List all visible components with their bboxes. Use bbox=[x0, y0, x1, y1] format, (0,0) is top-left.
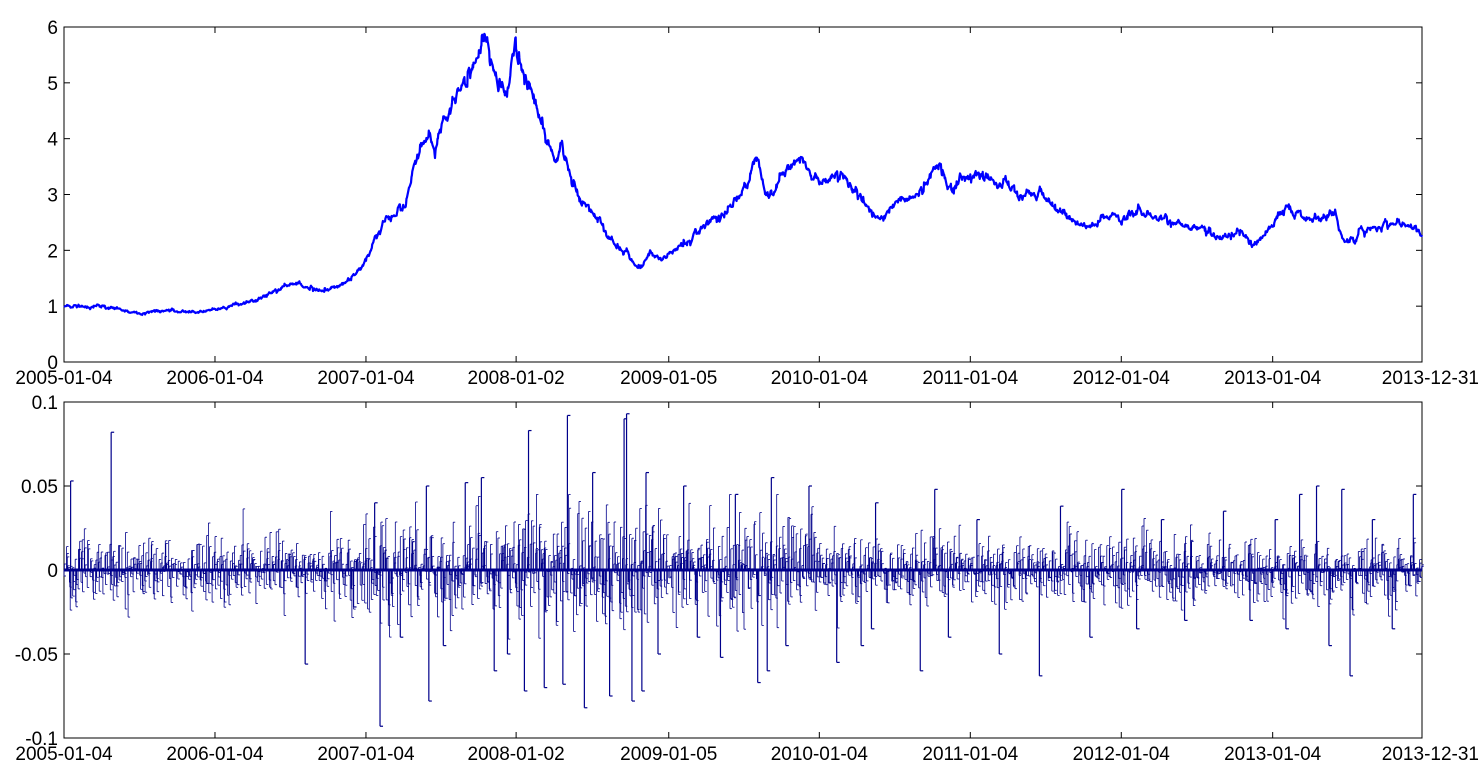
x-tick-label: 2007-01-04 bbox=[317, 368, 415, 389]
axes-box bbox=[63, 26, 1423, 363]
x-tick-label: 2005-01-04 bbox=[15, 744, 113, 765]
y-tick-label: 0 bbox=[47, 561, 58, 582]
x-tick-label: 2013-12-31 bbox=[1382, 744, 1479, 765]
x-tick-label: 2009-01-05 bbox=[620, 744, 717, 765]
x-tick-label: 2006-01-04 bbox=[166, 744, 264, 765]
x-tick-label: 2012-01-04 bbox=[1073, 744, 1171, 765]
y-tick-label: 2 bbox=[47, 241, 58, 262]
y-tick-label: -0.1 bbox=[25, 729, 58, 750]
x-tick-label: 2013-01-04 bbox=[1224, 744, 1322, 765]
y-tick-label: -0.05 bbox=[15, 645, 58, 666]
x-tick-label: 2012-01-04 bbox=[1073, 368, 1171, 389]
x-tick-label: 2013-12-31 bbox=[1382, 368, 1479, 389]
x-tick-label: 2009-01-05 bbox=[620, 368, 717, 389]
x-tick-label: 2008-01-02 bbox=[468, 368, 565, 389]
y-tick-label: 6 bbox=[47, 18, 58, 39]
x-tick-label: 2010-01-04 bbox=[771, 368, 869, 389]
x-tick-label: 2006-01-04 bbox=[166, 368, 264, 389]
returns-stem-chart: -0.1 -0.05 0 0.05 0.1 2005-01-04 2006-01-04 200… bbox=[15, 393, 1479, 765]
y-tick-label: 0.05 bbox=[21, 477, 58, 498]
y-tick-label: 0.1 bbox=[32, 393, 58, 414]
x-tick-label: 2005-01-04 bbox=[15, 368, 113, 389]
x-tick-label: 2007-01-04 bbox=[317, 744, 415, 765]
x-tick-label: 2010-01-04 bbox=[771, 744, 869, 765]
x-tick-label: 2008-01-02 bbox=[468, 744, 565, 765]
x-tick-label: 2011-01-04 bbox=[922, 368, 1018, 389]
price-line-chart: 0 1 2 3 4 5 6 2005-01-04 2006-01-04 2007-01-04 200… bbox=[15, 18, 1479, 389]
x-tick-label: 2011-01-04 bbox=[922, 744, 1018, 765]
y-tick-label: 4 bbox=[47, 130, 58, 151]
y-tick-label: 1 bbox=[47, 297, 58, 318]
series-line bbox=[63, 32, 1424, 316]
y-tick-label: 0 bbox=[47, 353, 58, 374]
y-tick-label: 3 bbox=[47, 186, 58, 207]
y-tick-label: 5 bbox=[47, 74, 58, 95]
x-tick-label: 2013-01-04 bbox=[1224, 368, 1322, 389]
daily-return-stems bbox=[63, 493, 1424, 640]
